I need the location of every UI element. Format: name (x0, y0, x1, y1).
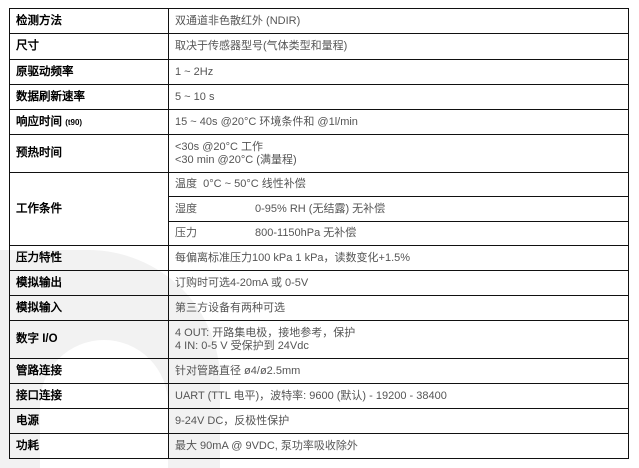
table-row: 接口连接 UART (TTL 电平)，波特率: 9600 (默认) - 19200… (9, 383, 629, 409)
value-line: <30 min @20°C (满量程) (175, 153, 297, 166)
spec-table: 检测方法 双通道非色散红外 (NDIR) 尺寸 取决于传感器型号(气体类型和量程) … (9, 8, 629, 459)
row-value: 9-24V DC，反极性保护 (168, 408, 629, 434)
label-text: 响应时间 (16, 115, 62, 128)
row-label: 压力特性 (9, 245, 169, 271)
table-row: 功耗 最大 90mA @ 9VDC, 泵功率吸收除外 (9, 433, 629, 459)
table-row: 压力特性 每偏离标准压力100 kPa 1 kPa，读数变化+1.5% (9, 245, 629, 271)
value-line: <30s @20°C 工作 (175, 140, 264, 153)
value-line: 4 OUT: 开路集电极，接地参考，保护 (175, 326, 356, 339)
sub-row: 湿度 0-95% RH (无结露) 无补偿 (168, 196, 629, 222)
row-label: 模拟输出 (9, 270, 169, 296)
sub-value: 800-1150hPa 无补偿 (255, 227, 357, 239)
row-value: UART (TTL 电平)，波特率: 9600 (默认) - 19200 - 3… (168, 383, 629, 409)
table-row: 数字 I/O 4 OUT: 开路集电极，接地参考，保护 4 IN: 0-5 V 受保… (9, 320, 629, 359)
table-row: 检测方法 双通道非色散红外 (NDIR) (9, 8, 629, 34)
row-label: 检测方法 (9, 8, 169, 34)
sub-row: 温度 0°C ~ 50°C 线性补偿 (168, 172, 629, 197)
row-label: 数据刷新速率 (9, 84, 169, 110)
row-value: 每偏离标准压力100 kPa 1 kPa，读数变化+1.5% (168, 245, 629, 271)
table-row: 压力 800-1150hPa 无补偿 (10, 221, 629, 246)
row-value: 订购时可选4-20mA 或 0-5V (168, 270, 629, 296)
table-row: 预热时间 <30s @20°C 工作 <30 min @20°C (满量程) (9, 134, 629, 173)
table-row: 模拟输入 第三方设备有两种可选 (9, 295, 629, 321)
table-row: 数据刷新速率 5 ~ 10 s (9, 84, 629, 110)
value-line: 4 IN: 0-5 V 受保护到 24Vdc (175, 339, 309, 352)
row-value: 针对管路直径 ø4/ø2.5mm (168, 358, 629, 384)
label-suffix: (t90) (65, 117, 83, 127)
table-row: 原驱动频率 1 ~ 2Hz (9, 59, 629, 85)
row-label: 管路连接 (9, 358, 169, 384)
row-value: 第三方设备有两种可选 (168, 295, 629, 321)
row-label: 工作条件 (9, 172, 169, 246)
row-label: 响应时间 (t90) (9, 109, 169, 135)
row-label: 预热时间 (9, 134, 169, 173)
row-value: 双通道非色散红外 (NDIR) (168, 8, 629, 34)
table-row: 湿度 0-95% RH (无结露) 无补偿 (10, 196, 629, 222)
table-row: 工作条件 温度 0°C ~ 50°C 线性补偿 (9, 172, 629, 246)
row-value: 最大 90mA @ 9VDC, 泵功率吸收除外 (168, 433, 629, 459)
row-value: 4 OUT: 开路集电极，接地参考，保护 4 IN: 0-5 V 受保护到 24V… (168, 320, 629, 359)
row-label: 原驱动频率 (9, 59, 169, 85)
sub-key: 温度 (175, 178, 197, 190)
table-row: 尺寸 取决于传感器型号(气体类型和量程) (9, 33, 629, 60)
sub-row: 压力 800-1150hPa 无补偿 (168, 221, 629, 246)
sub-key: 湿度 (175, 202, 197, 215)
sub-value: 0°C ~ 50°C 线性补偿 (203, 178, 306, 190)
row-value: <30s @20°C 工作 <30 min @20°C (满量程) (168, 134, 629, 173)
sub-value: 0-95% RH (无结露) 无补偿 (255, 202, 386, 215)
sub-key: 压力 (175, 227, 197, 239)
table-row: 管路连接 针对管路直径 ø4/ø2.5mm (9, 358, 629, 384)
row-label: 功耗 (9, 433, 169, 459)
row-value: 5 ~ 10 s (168, 84, 629, 110)
table-row: 电源 9-24V DC，反极性保护 (9, 408, 629, 434)
table-row: 模拟输出 订购时可选4-20mA 或 0-5V (9, 270, 629, 296)
row-label: 尺寸 (9, 33, 169, 60)
row-label: 模拟输入 (9, 295, 169, 321)
row-value: 1 ~ 2Hz (168, 59, 629, 85)
row-value: 15 ~ 40s @20°C 环境条件和 @1l/min (168, 109, 629, 135)
row-label: 电源 (9, 408, 169, 434)
table-row: 响应时间 (t90) 15 ~ 40s @20°C 环境条件和 @1l/min (9, 109, 629, 135)
row-label: 数字 I/O (9, 320, 169, 359)
row-value: 取决于传感器型号(气体类型和量程) (168, 33, 629, 60)
row-label: 接口连接 (9, 383, 169, 409)
